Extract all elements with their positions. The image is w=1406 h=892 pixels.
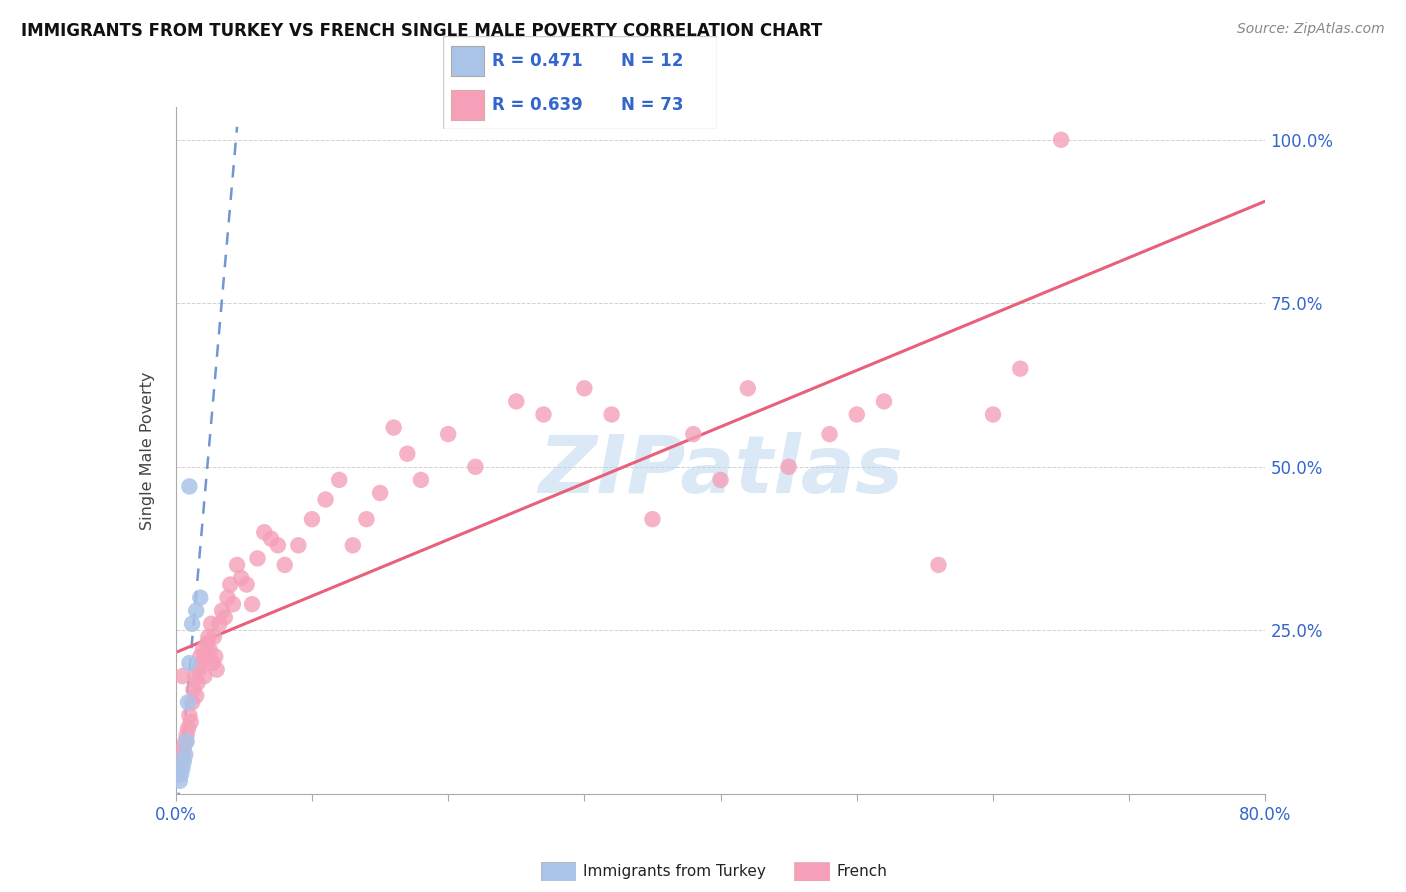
Point xyxy=(253,525,276,540)
Point xyxy=(190,656,212,670)
Point xyxy=(267,538,290,552)
Point xyxy=(201,656,224,670)
Point xyxy=(174,747,197,762)
Point xyxy=(778,459,800,474)
Point xyxy=(186,604,208,618)
Point xyxy=(211,604,233,618)
Point xyxy=(179,656,201,670)
Point xyxy=(186,675,209,690)
Point xyxy=(301,512,323,526)
Point xyxy=(177,695,200,709)
Point xyxy=(226,558,249,572)
Point xyxy=(181,616,204,631)
Point xyxy=(188,649,211,664)
Point xyxy=(246,551,269,566)
Point xyxy=(172,669,194,683)
Point xyxy=(818,427,841,442)
Text: R = 0.639: R = 0.639 xyxy=(492,95,583,113)
Point xyxy=(274,558,297,572)
Point xyxy=(464,459,486,474)
Y-axis label: Single Male Poverty: Single Male Poverty xyxy=(141,371,155,530)
Text: ZIPatlas: ZIPatlas xyxy=(538,432,903,510)
Point xyxy=(382,420,405,434)
Point xyxy=(214,610,236,624)
Point xyxy=(208,616,231,631)
Text: IMMIGRANTS FROM TURKEY VS FRENCH SINGLE MALE POVERTY CORRELATION CHART: IMMIGRANTS FROM TURKEY VS FRENCH SINGLE … xyxy=(21,22,823,40)
Point xyxy=(315,492,337,507)
Text: R = 0.471: R = 0.471 xyxy=(492,52,583,70)
Point xyxy=(873,394,896,409)
Point xyxy=(437,427,460,442)
Point xyxy=(188,591,211,605)
Point xyxy=(356,512,378,526)
Point xyxy=(198,643,221,657)
Point xyxy=(328,473,350,487)
Point xyxy=(204,649,226,664)
Point xyxy=(169,761,191,775)
Point xyxy=(172,761,194,775)
Point xyxy=(194,649,217,664)
Point xyxy=(197,630,219,644)
Point xyxy=(186,689,208,703)
Text: Source: ZipAtlas.com: Source: ZipAtlas.com xyxy=(1237,22,1385,37)
Point xyxy=(191,643,214,657)
Point xyxy=(505,394,527,409)
Point xyxy=(195,636,218,650)
Point xyxy=(173,754,195,768)
Point xyxy=(641,512,664,526)
Text: French: French xyxy=(837,864,887,879)
Text: N = 73: N = 73 xyxy=(621,95,683,113)
Point xyxy=(169,773,191,788)
Point xyxy=(845,408,868,422)
Point xyxy=(533,408,555,422)
Point xyxy=(183,682,205,697)
Point xyxy=(240,597,263,611)
Point xyxy=(287,538,309,552)
Point xyxy=(167,767,190,781)
Point xyxy=(205,663,228,677)
Text: Immigrants from Turkey: Immigrants from Turkey xyxy=(583,864,766,879)
Point xyxy=(710,473,733,487)
Point xyxy=(217,591,239,605)
Point xyxy=(170,767,193,781)
Point xyxy=(187,663,209,677)
Point xyxy=(170,754,193,768)
FancyBboxPatch shape xyxy=(443,36,717,129)
Point xyxy=(682,427,704,442)
Point xyxy=(174,734,197,748)
Point xyxy=(173,741,195,756)
Point xyxy=(181,695,204,709)
Point xyxy=(219,577,242,591)
Point xyxy=(176,734,198,748)
Point xyxy=(260,532,283,546)
Point xyxy=(176,728,198,742)
Point xyxy=(179,708,201,723)
Point xyxy=(231,571,253,585)
Text: N = 12: N = 12 xyxy=(621,52,683,70)
Point xyxy=(981,408,1004,422)
Point xyxy=(737,381,759,395)
Point xyxy=(600,408,623,422)
Bar xyxy=(451,46,484,76)
Point xyxy=(193,669,215,683)
Bar xyxy=(451,90,484,120)
Point xyxy=(1050,133,1073,147)
Point xyxy=(574,381,596,395)
Point xyxy=(202,630,225,644)
Point xyxy=(235,577,257,591)
Point xyxy=(222,597,245,611)
Point xyxy=(409,473,432,487)
Point xyxy=(1010,361,1032,376)
Point xyxy=(172,747,194,762)
Point xyxy=(396,447,419,461)
Point xyxy=(368,486,391,500)
Point xyxy=(200,616,222,631)
Point xyxy=(179,479,201,493)
Point xyxy=(342,538,364,552)
Point xyxy=(928,558,950,572)
Point xyxy=(177,722,200,736)
Point xyxy=(180,714,202,729)
Point xyxy=(184,669,207,683)
